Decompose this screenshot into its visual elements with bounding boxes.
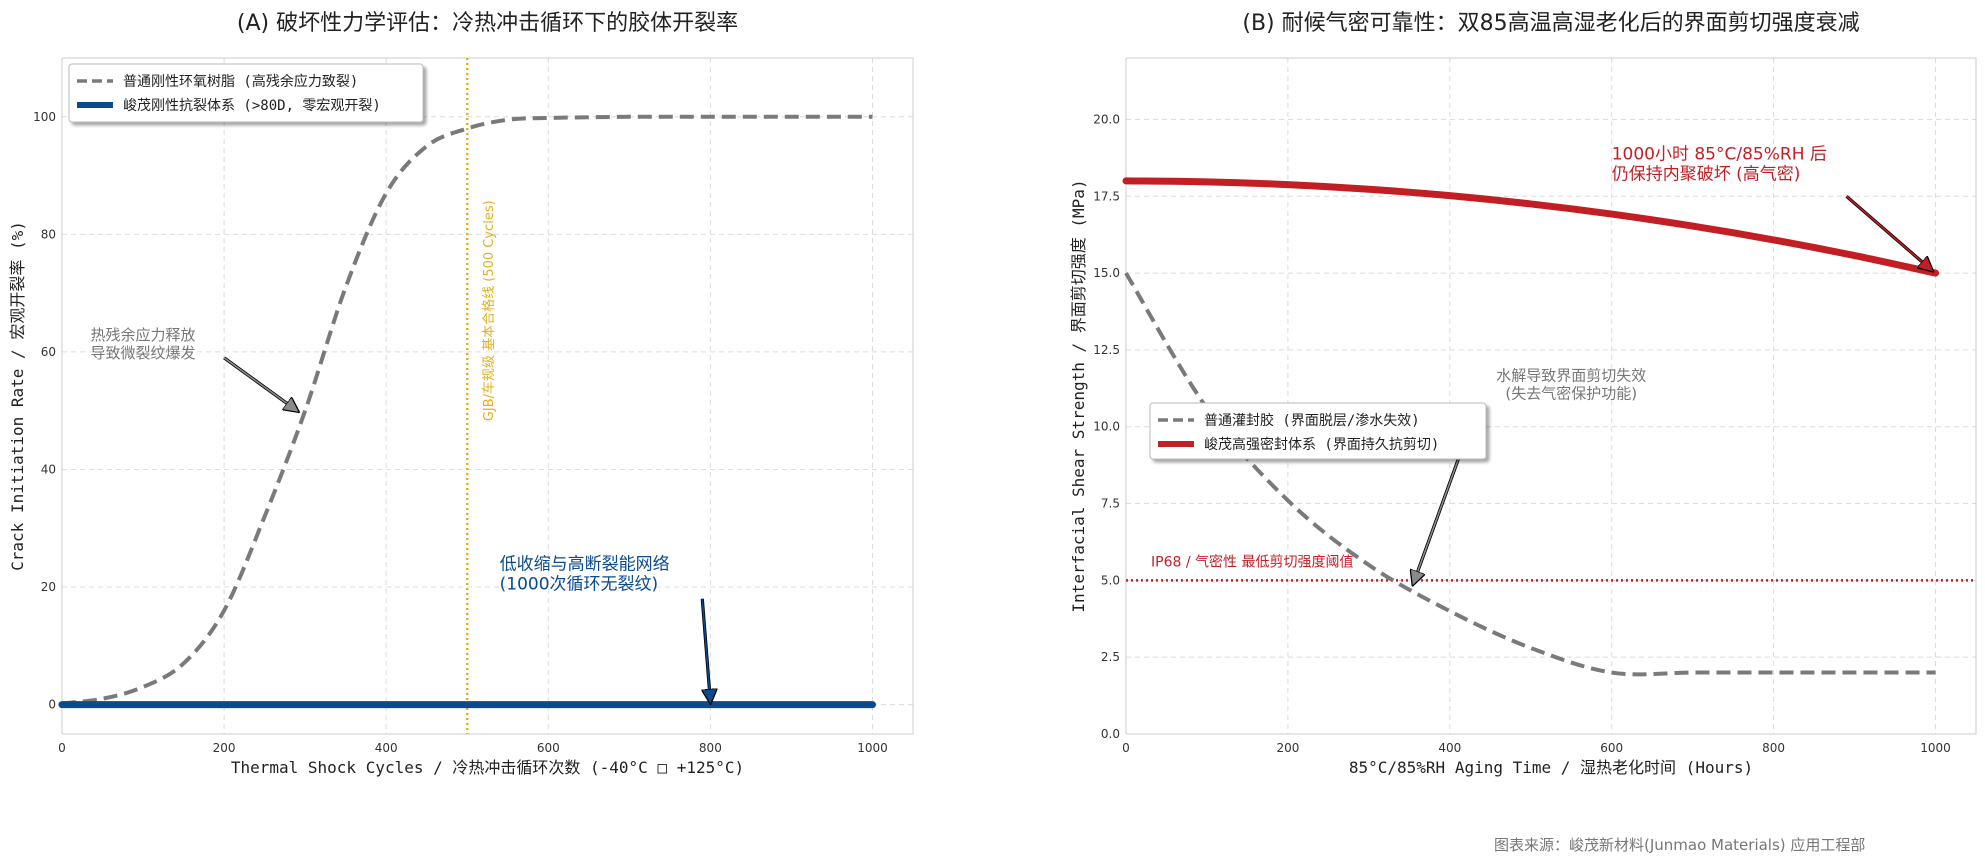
x-tick-label: 600 (1600, 741, 1623, 755)
annotation-text: 热残余应力释放 (91, 326, 196, 344)
y-tick-label: 10.0 (1093, 420, 1120, 434)
x-tick-label: 600 (537, 741, 560, 755)
y-tick-label: 80 (41, 227, 56, 241)
annotation-text: (失去气密保护功能) (1505, 385, 1637, 403)
legend-label: 普通刚性环氧树脂 (高残余应力致裂) (123, 73, 358, 90)
x-tick-label: 1000 (857, 741, 888, 755)
chart-title: (A) 破坏性力学评估：冷热冲击循环下的胶体开裂率 (237, 11, 738, 36)
y-tick-label: 100 (33, 110, 56, 124)
chart-panel-a: 0 200 400 600 800 1000 0 20 40 60 80 100 Thermal Sho… (8, 11, 914, 777)
plot-frame (1125, 57, 1977, 735)
y-tick-label: 0 (48, 698, 56, 712)
chart-source-footer: 图表来源：峻茂新材料(Junmao Materials) 应用工程部 (1494, 836, 1866, 854)
x-tick-label: 400 (375, 741, 398, 755)
x-tick-label: 0 (58, 741, 66, 755)
plot-frame (61, 57, 914, 735)
y-tick-label: 60 (41, 345, 56, 359)
legend-label: 普通灌封胶 (界面脱层/渗水失效) (1204, 412, 1420, 429)
x-tick-label: 0 (1122, 741, 1130, 755)
annotation-text: 导致微裂纹爆发 (91, 344, 196, 362)
annotation-text: 仍保持内聚破坏 (高气密) (1612, 164, 1801, 184)
legend-label: 峻茂刚性抗裂体系 (>80D, 零宏观开裂) (123, 97, 381, 114)
y-tick-label: 15.0 (1093, 266, 1120, 280)
y-axis-label: Interfacial Shear Strength / 界面剪切强度 (MPa… (1069, 179, 1088, 612)
y-tick-label: 5.0 (1101, 573, 1120, 587)
legend-box (1149, 402, 1487, 460)
y-tick-label: 7.5 (1101, 497, 1120, 511)
annotation-text: (1000次循环无裂纹) (500, 574, 659, 594)
x-tick-label: 400 (1438, 741, 1461, 755)
y-tick-label: 20 (41, 580, 56, 594)
y-tick-label: 17.5 (1093, 189, 1120, 203)
annotation-text: 1000小时 85°C/85%RH 后 (1612, 144, 1827, 164)
x-tick-label: 1000 (1920, 741, 1951, 755)
annotation-arrow (223, 357, 297, 411)
chart-title: (B) 耐候气密可靠性：双85高温高湿老化后的界面剪切强度衰减 (1242, 11, 1859, 36)
reference-vline-label: GJB/车规级 基本合格线 (500 Cycles) (481, 200, 497, 421)
y-tick-label: 12.5 (1093, 343, 1120, 357)
x-tick-label: 800 (1762, 741, 1785, 755)
series-line-1 (1122, 177, 1940, 277)
chart-legend: 普通灌封胶 (界面脱层/渗水失效) 峻茂高强密封体系 (界面持久抗剪切) (1149, 402, 1487, 460)
annotation-text: 低收缩与高断裂能网络 (500, 554, 670, 574)
y-tick-label: 0.0 (1101, 727, 1120, 741)
x-tick-label: 200 (213, 741, 236, 755)
x-tick-label: 800 (699, 741, 722, 755)
annotation-arrow (1845, 195, 1931, 270)
y-tick-label: 2.5 (1101, 650, 1120, 664)
chart-legend: 普通刚性环氧树脂 (高残余应力致裂) 峻茂刚性抗裂体系 (>80D, 零宏观开裂) (68, 63, 424, 123)
annotation-arrow (702, 598, 710, 702)
x-axis-label: Thermal Shock Cycles / 冷热冲击循环次数 (-40°C □… (231, 758, 744, 777)
legend-label: 峻茂高强密封体系 (界面持久抗剪切) (1204, 436, 1439, 453)
x-tick-label: 200 (1276, 741, 1299, 755)
legend-box (68, 63, 424, 123)
x-axis-label: 85°C/85%RH Aging Time / 湿热老化时间 (Hours) (1349, 758, 1753, 777)
series-line-0 (61, 114, 873, 706)
y-tick-label: 40 (41, 462, 56, 476)
y-tick-label: 20.0 (1093, 112, 1120, 126)
annotation-text: 水解导致界面剪切失效 (1496, 367, 1646, 385)
reference-hline-label: IP68 / 气密性 最低剪切强度阈值 (1151, 553, 1353, 570)
series-line-0 (1124, 272, 1936, 677)
chart-panel-b: 0 200 400 600 800 1000 0.0 2.5 5.0 7.5 10.0 12.5 15.… (1069, 11, 1977, 777)
y-axis-label: Crack Initiation Rate / 宏观开裂率 (%) (8, 221, 27, 571)
